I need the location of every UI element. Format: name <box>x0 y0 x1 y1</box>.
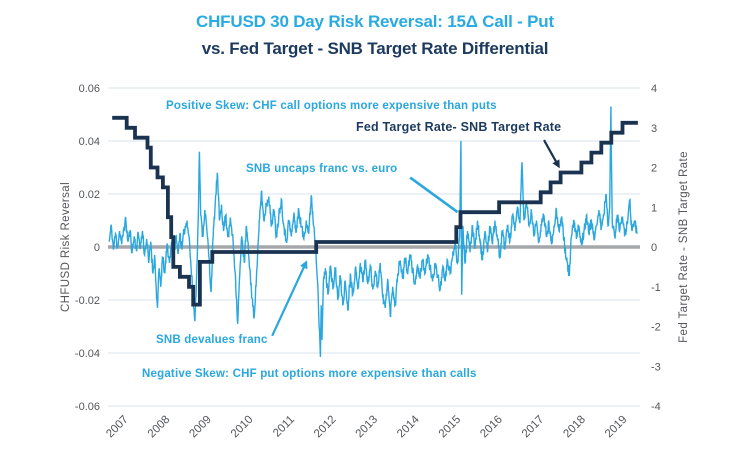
x-axis-tick-label: 2008 <box>146 414 173 441</box>
right-axis-tick-label: 3 <box>651 123 657 135</box>
right-axis-tick-label: -1 <box>651 282 661 294</box>
right-axis-tick-label: 4 <box>651 83 657 95</box>
left-axis-tick-label: 0.02 <box>79 189 100 201</box>
x-axis-tick-label: 2013 <box>354 414 381 441</box>
chart-title-line2: vs. Fed Target - SNB Target Rate Differe… <box>201 39 549 58</box>
right-axis-tick-label: 1 <box>651 202 657 214</box>
fed-legend-arrow-head <box>552 159 560 169</box>
left-axis-tick-label: -0.04 <box>75 348 100 360</box>
x-axis-tick-label: 2010 <box>229 414 256 441</box>
snb-devalues-arrow-head <box>300 260 308 270</box>
right-axis-tick-label: 0 <box>651 242 657 254</box>
left-axis-tick-label: 0 <box>94 242 100 254</box>
annotation-snb-devalues: SNB devalues franc <box>156 334 268 346</box>
left-axis-tick-label: -0.06 <box>75 401 100 413</box>
risk-reversal-series <box>108 106 638 358</box>
annotation-negative-skew: Negative Skew: CHF put options more expe… <box>142 368 477 380</box>
x-axis-tick-label: 2017 <box>520 414 547 441</box>
chart-title-line1: CHFUSD 30 Day Risk Reversal: 15Δ Call - … <box>196 12 554 31</box>
chart-title: CHFUSD 30 Day Risk Reversal: 15Δ Call - … <box>0 8 750 62</box>
right-axis-title: Fed Target Rate - SNB Target Rate <box>678 151 690 343</box>
annotation-positive-skew: Positive Skew: CHF call options more exp… <box>166 100 497 112</box>
x-axis-tick-label: 2009 <box>187 414 214 441</box>
x-axis-tick-label: 2011 <box>271 414 297 440</box>
x-axis-tick-label: 2007 <box>104 414 131 441</box>
x-axis-tick-label: 2012 <box>312 414 339 441</box>
x-axis-tick-label: 2018 <box>561 414 588 441</box>
x-axis-tick-label: 2016 <box>478 414 505 441</box>
left-axis-tick-label: 0.04 <box>79 136 100 148</box>
left-axis-tick-label: 0.06 <box>79 83 100 95</box>
x-axis-tick-label: 2015 <box>437 414 464 441</box>
snb-devalues-arrow <box>271 263 307 337</box>
right-axis-tick-label: -4 <box>651 401 661 413</box>
left-axis-title: CHFUSD Risk Reversal <box>60 181 72 313</box>
right-axis-tick-label: 2 <box>651 163 657 175</box>
snb-uncaps-line <box>409 176 459 214</box>
annotation-snb-uncaps: SNB uncaps franc vs. euro <box>246 163 398 175</box>
right-axis-tick-label: -3 <box>651 361 661 373</box>
x-axis-tick-label: 2014 <box>395 413 422 440</box>
annotation-fed-target-legend: Fed Target Rate- SNB Target Rate <box>356 120 562 134</box>
x-axis-tick-label: 2019 <box>603 414 630 441</box>
fed-legend-arrow <box>543 139 559 166</box>
right-axis-tick-label: -2 <box>651 322 661 334</box>
left-axis-tick-label: -0.02 <box>75 295 100 307</box>
fed-snb-differential-series <box>112 115 638 307</box>
